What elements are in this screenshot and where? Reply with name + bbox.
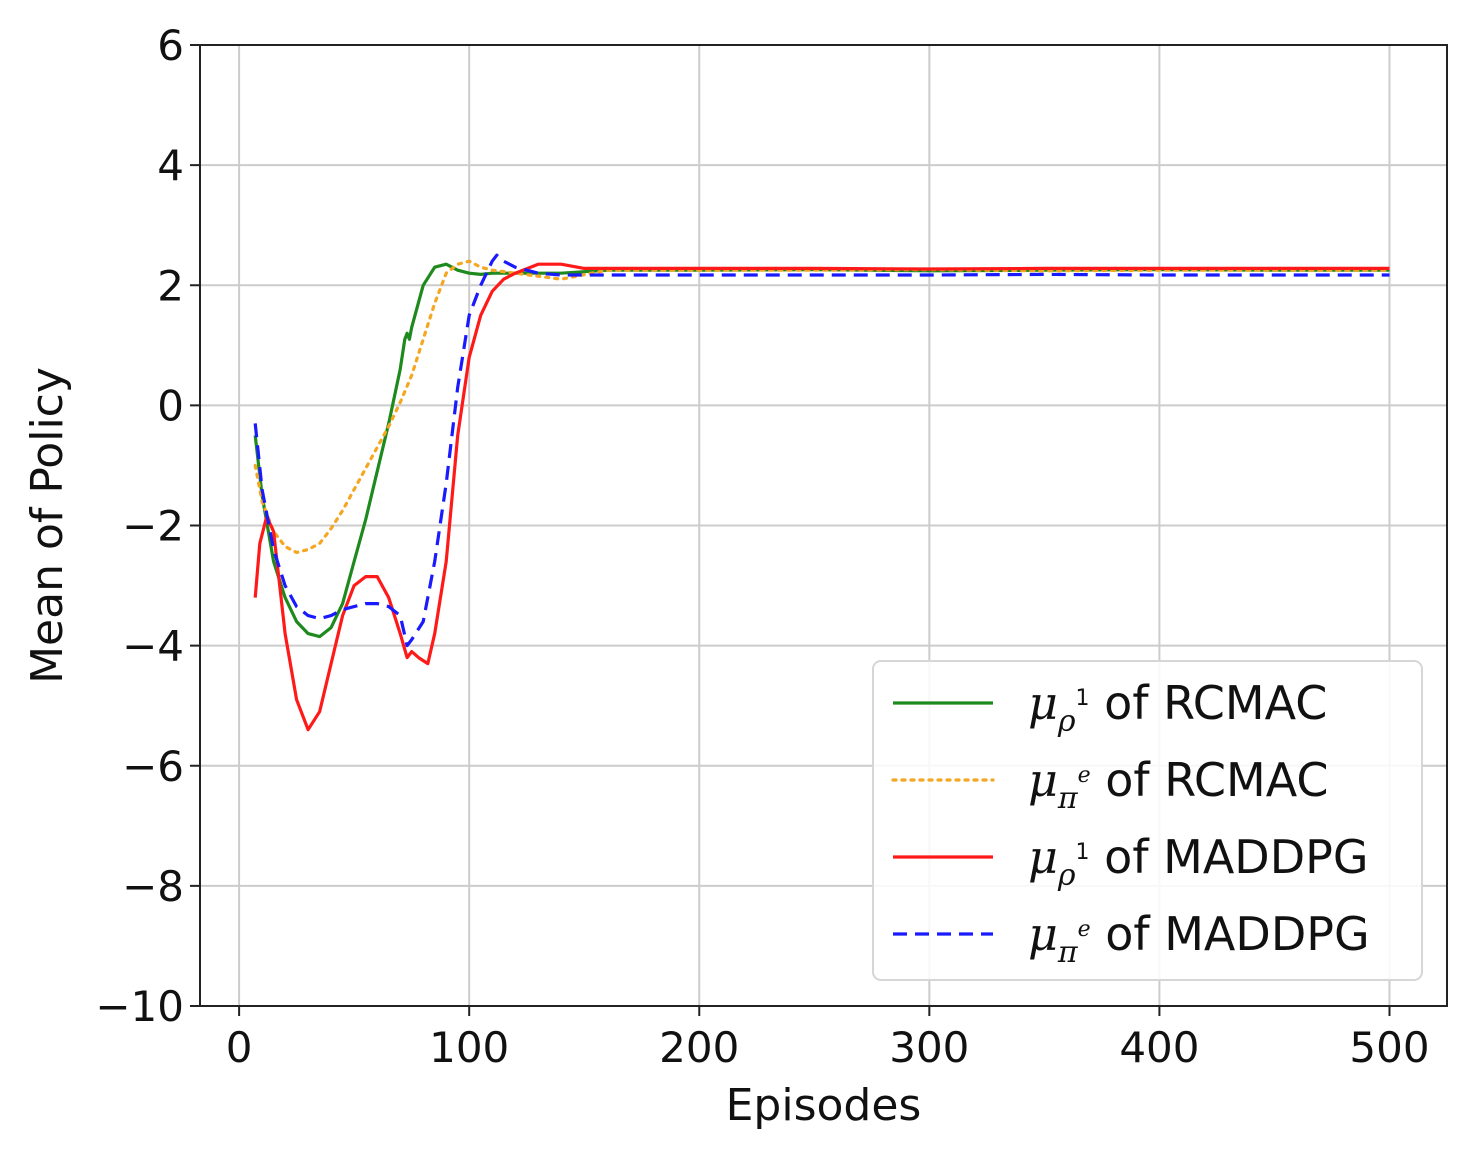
series-line <box>253 253 1390 648</box>
series-line <box>253 262 1390 639</box>
y-tick-label: −2 <box>122 502 184 551</box>
grid <box>200 44 1447 1007</box>
legend: μρ1 of RCMAC μπe of RCMAC μρ1 of MADDPG μπe… <box>872 660 1423 981</box>
legend-label: μρ1 of MADDPG <box>1028 830 1369 893</box>
x-axis-label: Episodes <box>726 1080 922 1131</box>
y-tick-label: −8 <box>122 862 184 911</box>
x-tick-label: 200 <box>659 1023 739 1072</box>
x-tick-label: 100 <box>429 1023 509 1072</box>
x-tick-label: 400 <box>1119 1023 1199 1072</box>
y-tick-label: 4 <box>157 141 184 190</box>
y-tick-label: 2 <box>157 261 184 310</box>
plot-lines <box>253 253 1392 732</box>
y-tick-label: −10 <box>95 982 184 1031</box>
series-line <box>253 262 1390 732</box>
x-tick-label: 500 <box>1349 1023 1429 1072</box>
x-tick-label: 300 <box>889 1023 969 1072</box>
y-axis-label: Mean of Policy <box>22 367 73 684</box>
legend-label: μρ1 of RCMAC <box>1028 676 1327 739</box>
y-tick-label: 6 <box>157 21 184 70</box>
y-tick-label: 0 <box>157 381 184 430</box>
legend-label: μπe of MADDPG <box>1028 907 1370 970</box>
axis-ticks: 0 100 200 300 400 500 −10 −8 −6 −4 −2 0 2 4 6 <box>95 21 1429 1072</box>
series-line <box>253 259 1392 555</box>
legend-box <box>872 660 1423 981</box>
y-tick-label: −4 <box>122 622 184 671</box>
legend-label: μπe of RCMAC <box>1028 753 1329 816</box>
x-tick-label: 0 <box>226 1023 253 1072</box>
y-tick-label: −6 <box>122 742 184 791</box>
